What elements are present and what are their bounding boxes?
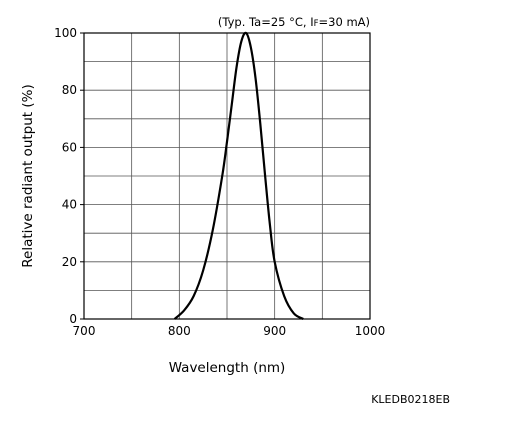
y-tick-label: 0 bbox=[69, 312, 77, 326]
plot-frame bbox=[83, 32, 371, 320]
y-tick-label: 60 bbox=[62, 140, 77, 154]
x-tick-label: 700 bbox=[73, 324, 96, 338]
y-tick-label: 80 bbox=[62, 83, 77, 97]
y-tick-label: 40 bbox=[62, 198, 77, 212]
conditions-subscript: F bbox=[314, 19, 319, 29]
grid bbox=[84, 33, 370, 319]
x-axis-title: Wavelength (nm) bbox=[169, 360, 286, 376]
y-tick-label: 100 bbox=[54, 26, 77, 40]
y-tick-label: 20 bbox=[62, 255, 77, 269]
x-tick-label: 1000 bbox=[355, 324, 386, 338]
axis-ticks: 700 800 900 1000 0 20 40 60 80 100 bbox=[54, 26, 385, 338]
y-axis-title: Relative radiant output (%) bbox=[20, 84, 36, 267]
series-line bbox=[173, 31, 304, 320]
x-tick-label: 800 bbox=[168, 324, 191, 338]
x-tick-label: 900 bbox=[263, 324, 286, 338]
figure-code: KLEDB0218EB bbox=[371, 393, 450, 406]
measurement-conditions: (Typ. Ta=25 °C, IF=30 mA) bbox=[218, 15, 370, 29]
conditions-prefix: (Typ. Ta=25 °C, I bbox=[218, 15, 314, 29]
conditions-suffix: =30 mA) bbox=[319, 15, 370, 29]
